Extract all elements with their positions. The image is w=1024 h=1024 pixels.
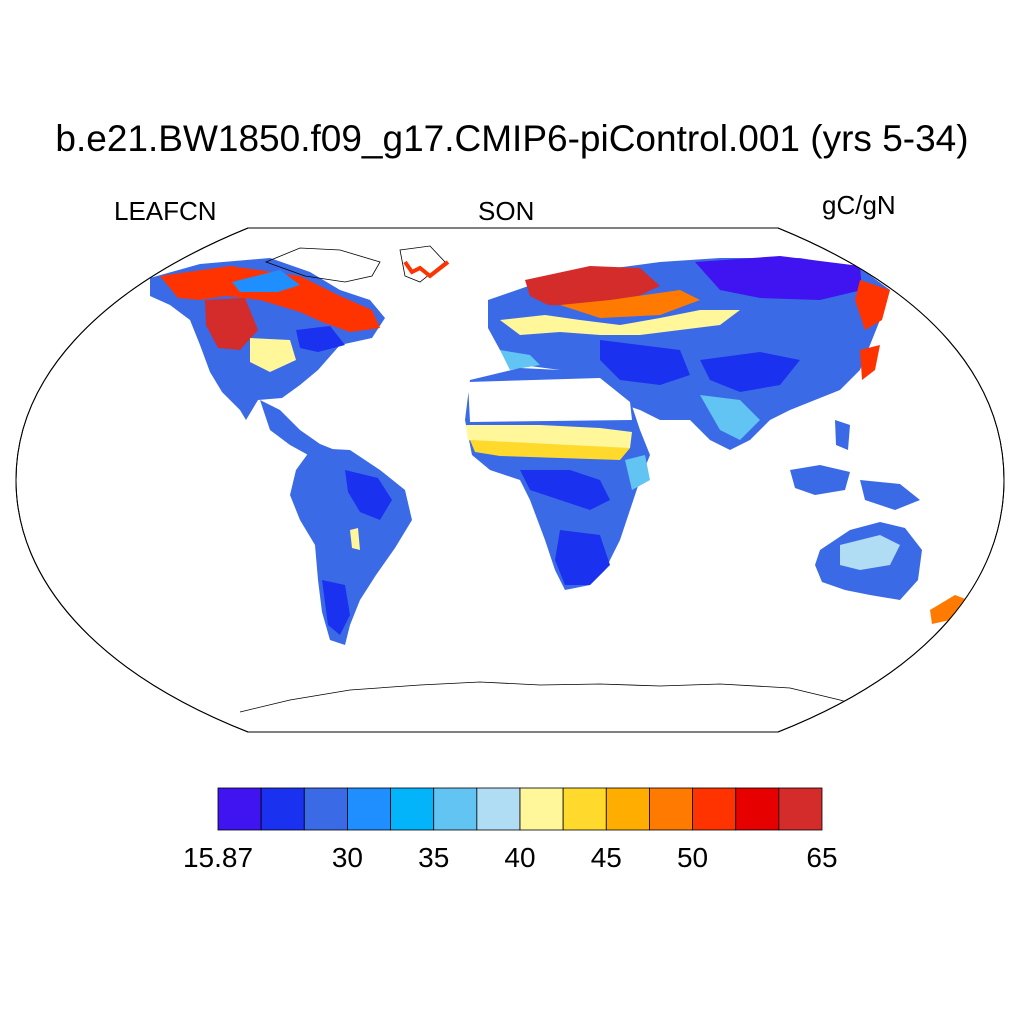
colorbar-tick-label: 30 [331, 842, 363, 873]
colorbar-swatch [519, 787, 564, 831]
colorbar [217, 787, 823, 831]
season-label: SON [478, 196, 535, 226]
units-label: gC/gN [822, 190, 896, 220]
colorbar-swatch [778, 787, 823, 831]
colorbar-swatch [735, 787, 780, 831]
colorbar-swatch [303, 787, 348, 831]
islands-region [790, 420, 920, 510]
variable-label: LEAFCN [114, 196, 217, 226]
colorbar-tick-label: 35 [418, 842, 450, 873]
colorbar-tick-label: 15.87 [182, 842, 254, 873]
eurasia-region [488, 256, 890, 450]
colorbar-swatch [217, 787, 262, 831]
south-america-region [290, 448, 412, 645]
colorbar-tick-label: 50 [676, 842, 709, 873]
colorbar-tick-label: 45 [590, 842, 622, 873]
colorbar-swatch [390, 787, 435, 831]
colorbar-tick-label: 40 [504, 842, 536, 873]
colorbar-swatch [562, 787, 607, 831]
colorbar-swatch [692, 787, 737, 831]
colorbar-swatch [347, 787, 391, 831]
colorbar-swatch [649, 787, 693, 831]
australia-region [815, 522, 968, 624]
colorbar-tick-label: 65 [806, 842, 838, 873]
colorbar-swatch [605, 787, 650, 831]
colorbar-swatch [260, 787, 305, 831]
colorbar-swatch [433, 787, 478, 831]
colorbar-swatch [476, 787, 521, 831]
plot-title: b.e21.BW1850.f09_g17.CMIP6-piControl.001… [55, 118, 969, 159]
antarctica-coast [239, 681, 881, 713]
africa-region [465, 368, 650, 590]
north-america-region [150, 245, 450, 460]
